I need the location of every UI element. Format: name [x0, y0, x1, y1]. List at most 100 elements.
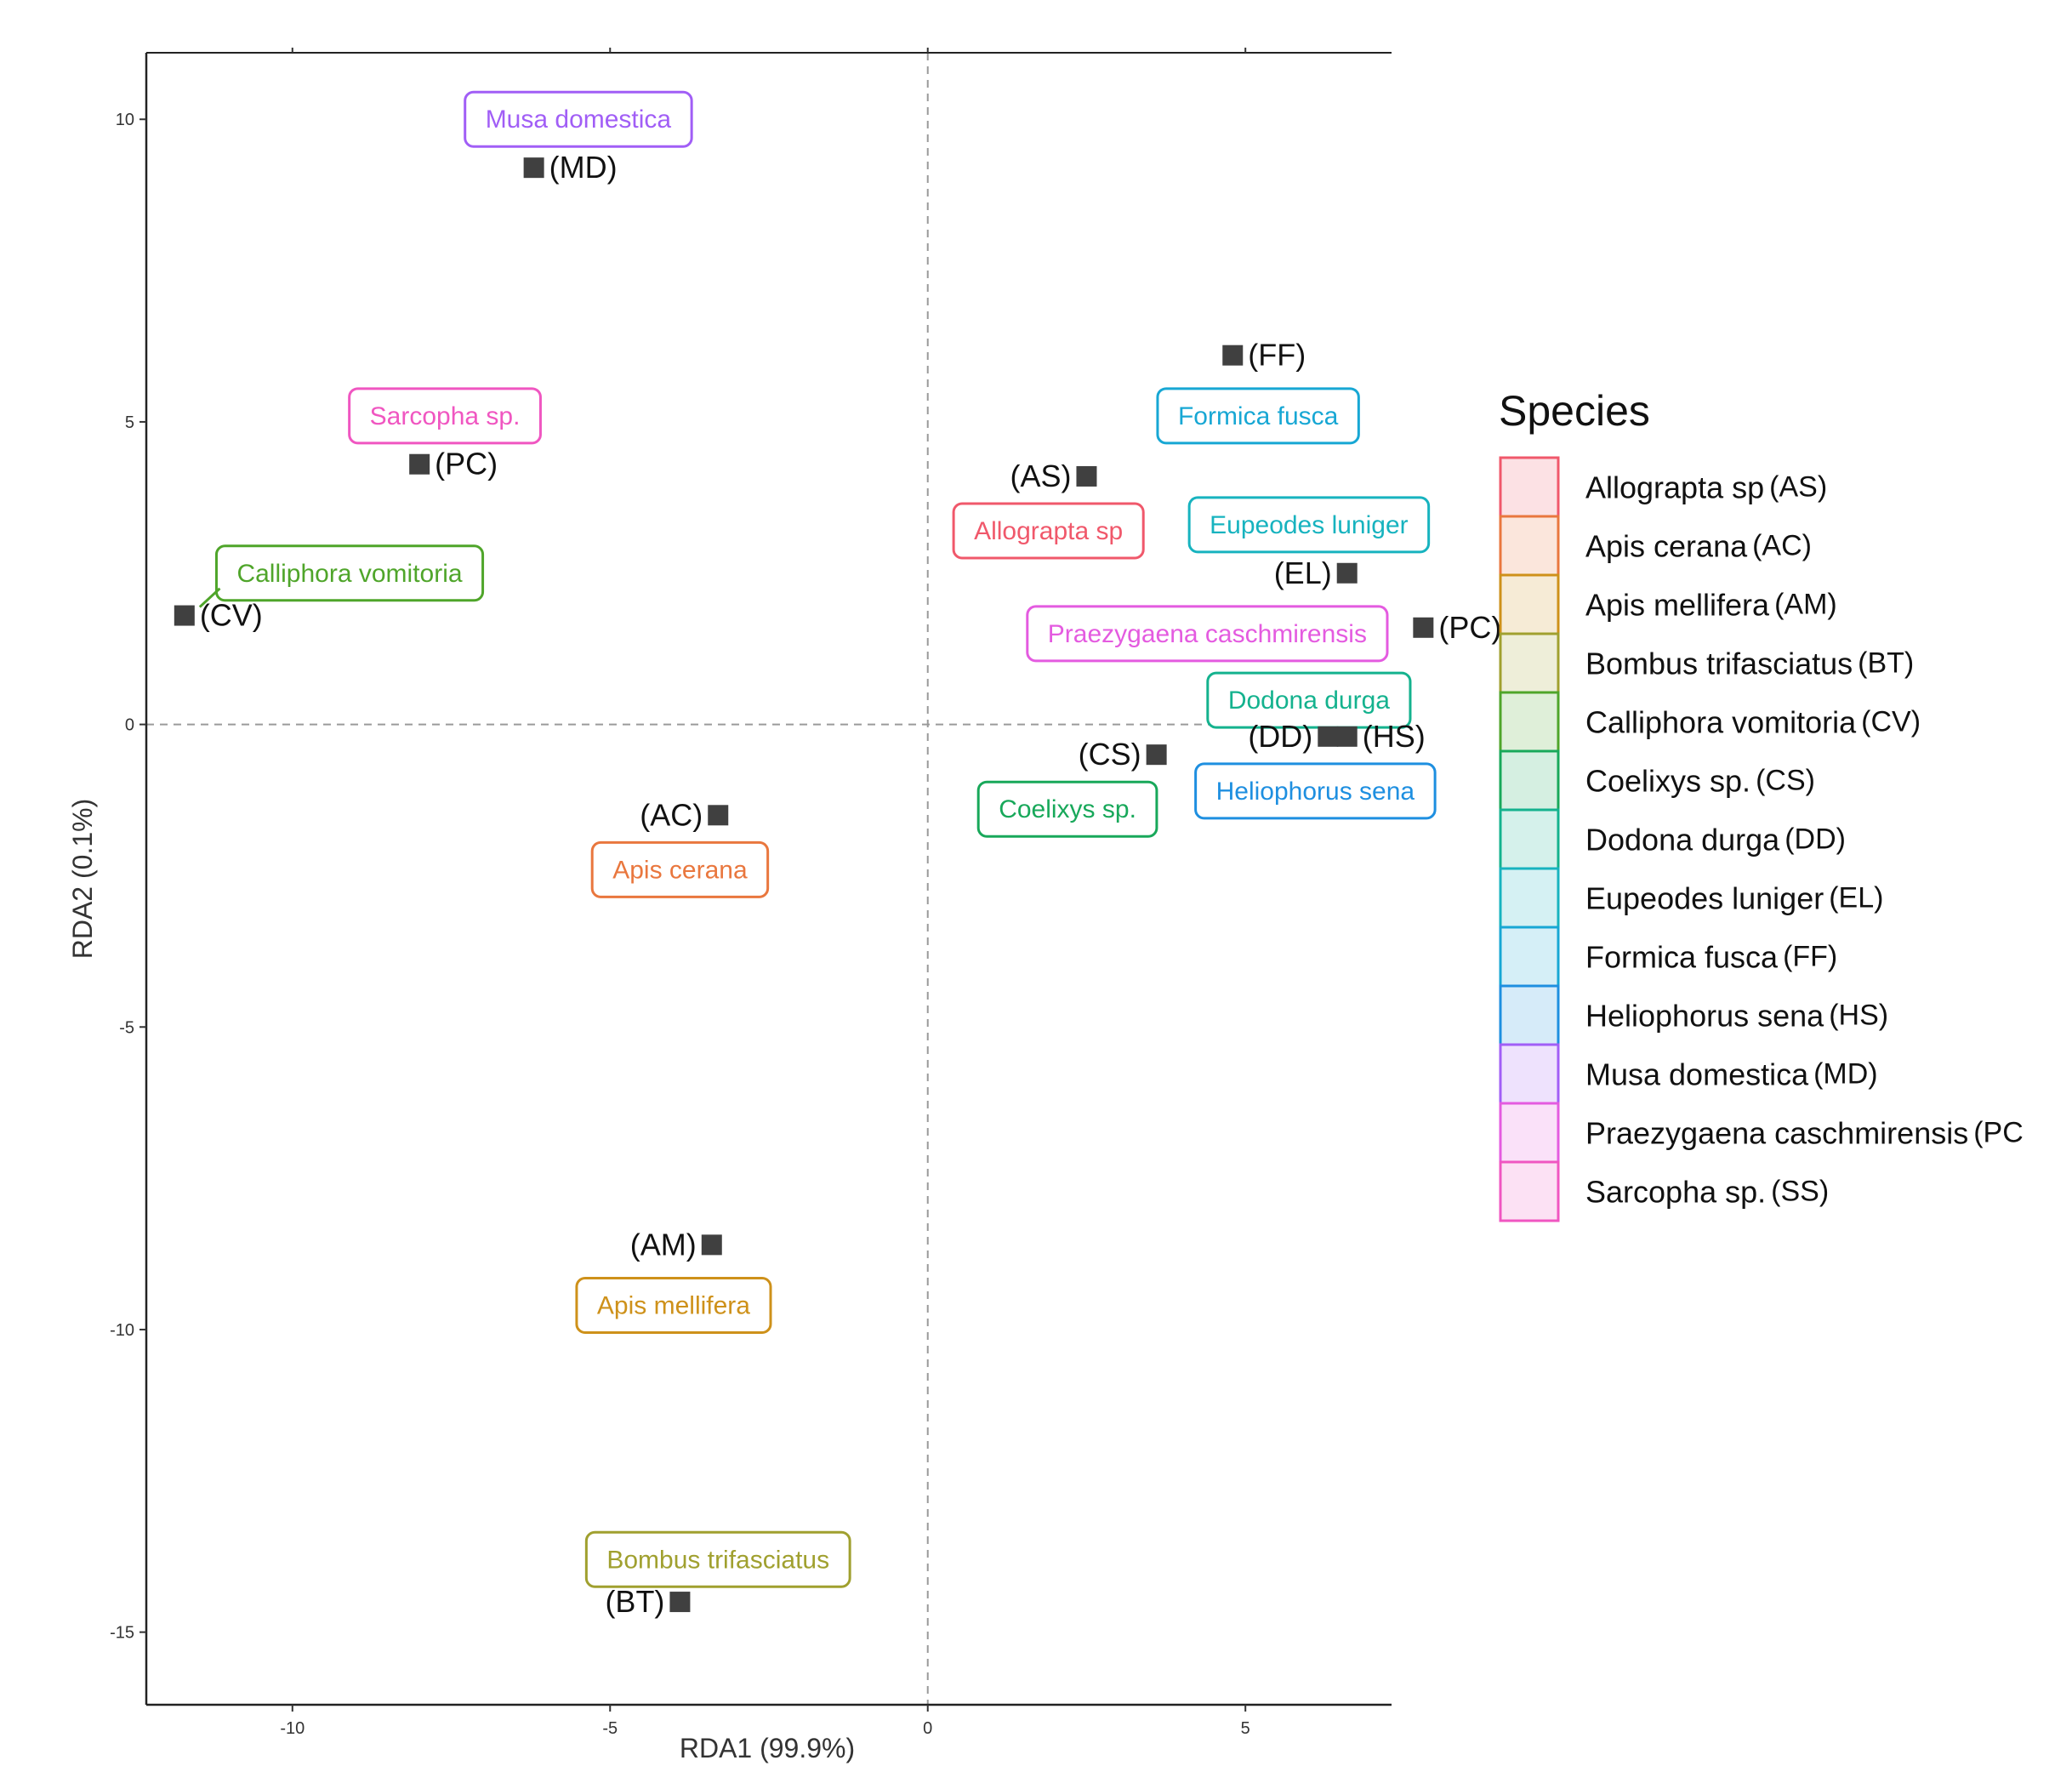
data-point-abbr: (AM): [630, 1227, 697, 1262]
data-point-abbr: (DD): [1248, 719, 1312, 754]
legend-entry-name: Musa domestica: [1585, 1057, 1809, 1092]
legend-key: [1499, 632, 1560, 694]
legend-entry-name: Eupeodes luniger: [1585, 881, 1824, 916]
data-point-marker: [1413, 617, 1434, 638]
data-point-abbr: (HS): [1363, 719, 1426, 754]
species-label-box: [575, 1277, 772, 1335]
legend-entry-abbr: (AM): [1774, 589, 1837, 621]
species-label-text: Sarcopha sp.: [370, 402, 521, 430]
species-label-box: [1156, 387, 1360, 445]
x-tick-label: -10: [280, 1719, 305, 1738]
legend-entry-abbr: (CS): [1756, 765, 1815, 797]
legend-key: [1499, 867, 1560, 929]
data-point-marker: [708, 805, 729, 826]
legend-entry-abbr: (DD): [1785, 823, 1846, 856]
data-point-abbr: (PC): [435, 447, 498, 481]
legend-entry-abbr: (SS): [1771, 1176, 1829, 1208]
legend-entry-abbr: (PC: [1973, 1117, 2024, 1149]
data-point-marker: [1076, 465, 1097, 487]
data-point-abbr: (AC): [640, 797, 703, 832]
species-label-box: [976, 780, 1158, 838]
legend-entry-name: Bombus trifasciatus: [1585, 647, 1853, 681]
legend-entry-abbr: (MD): [1813, 1058, 1878, 1091]
species-label-box: [1194, 762, 1437, 820]
data-point-abbr: (FF): [1248, 338, 1306, 373]
species-label-text: Bombus trifasciatus: [606, 1546, 829, 1574]
legend-entry-abbr: (AC): [1752, 530, 1812, 562]
legend-entry-name: Apis cerana: [1585, 529, 1748, 564]
data-point-marker: [1318, 726, 1339, 747]
data-point-marker: [669, 1592, 691, 1613]
data-point-abbr: (AS): [1010, 459, 1071, 493]
data-point-abbr: (MD): [549, 150, 618, 185]
legend-key: [1499, 926, 1560, 988]
legend-title: Species: [1499, 387, 1650, 435]
species-label-text: Formica fusca: [1178, 402, 1339, 430]
species-label-box: [952, 502, 1145, 560]
data-point-marker: [409, 453, 430, 475]
legend-entry-name: Formica fusca: [1585, 940, 1779, 975]
y-tick-label: 10: [116, 111, 134, 129]
legend-entry-abbr: (EL): [1829, 882, 1883, 914]
data-point-abbr: (CV): [200, 598, 263, 633]
species-label-box: [1026, 605, 1389, 663]
legend-key: [1499, 1043, 1560, 1105]
y-tick-label: 5: [125, 413, 134, 432]
data-point-abbr: (BT): [605, 1584, 664, 1619]
data-point-marker: [1336, 562, 1358, 584]
species-label-text: Coelixys sp.: [999, 795, 1136, 823]
legend: Species Allograpta sp (AS) Apis cerana (AC) A…: [1499, 387, 2024, 1222]
legend-entry-abbr: (FF): [1783, 941, 1837, 973]
species-label-text: Apis mellifera: [597, 1292, 750, 1320]
y-tick-label: 0: [125, 716, 134, 735]
label-connector: [198, 587, 221, 608]
legend-entry-name: Apis mellifera: [1585, 588, 1770, 623]
x-tick-label: 0: [923, 1719, 932, 1738]
y-tick-label: -10: [110, 1321, 134, 1340]
species-label-box: [1187, 496, 1431, 554]
data-point-marker: [174, 605, 195, 626]
legend-key: [1499, 515, 1560, 577]
legend-entry-name: Coelixys sp.: [1585, 764, 1750, 799]
legend-entry-abbr: (HS): [1829, 1000, 1888, 1032]
data-point-marker: [523, 157, 544, 179]
y-tick-label: -5: [119, 1018, 134, 1037]
species-label-text: Musa domestica: [486, 105, 672, 134]
legend-entry-name: Calliphora vomitoria: [1585, 705, 1857, 740]
species-label-text: Praezygaena caschmirensis: [1048, 620, 1367, 648]
plot-area: -10 -5 0 5 10 5 0 -5 -10 -15 RDA1 (99.9%) RDA2 (0.1…: [67, 48, 1501, 1763]
species-label-box: [584, 1530, 851, 1588]
legend-entry-name: Praezygaena caschmirensis: [1585, 1116, 1968, 1151]
data-point-marker: [701, 1234, 722, 1256]
legend-key: [1499, 456, 1560, 518]
species-label-text: Apis cerana: [612, 856, 748, 884]
species-label-box: [590, 840, 770, 898]
legend-entry-abbr: (AS): [1769, 471, 1827, 504]
data-point-marker: [1336, 726, 1358, 747]
legend-entry-name: Dodona durga: [1585, 823, 1780, 857]
legend-key: [1499, 1160, 1560, 1222]
species-label-box: [348, 387, 542, 445]
x-tick-label: 5: [1241, 1719, 1250, 1738]
legend-entry-name: Heliophorus sena: [1585, 999, 1824, 1034]
species-label-text: Calliphora vomitoria: [236, 560, 462, 588]
species-label-box: [214, 544, 485, 602]
legend-key: [1499, 808, 1560, 870]
data-point-abbr: (EL): [1274, 555, 1332, 590]
legend-key: [1499, 984, 1560, 1046]
data-point-abbr: (PC): [1438, 610, 1501, 645]
legend-entry-name: Allograpta sp: [1585, 470, 1764, 505]
species-label-box: [1206, 671, 1412, 729]
species-label-box: [464, 90, 693, 148]
species-label-text: Eupeodes luniger: [1210, 511, 1409, 539]
species-label-text: Allograpta sp: [974, 517, 1123, 545]
legend-entry-abbr: (CV): [1861, 706, 1921, 738]
legend-key: [1499, 573, 1560, 635]
data-point-marker: [1146, 744, 1167, 766]
y-tick-label: -15: [110, 1624, 134, 1643]
legend-key: [1499, 1102, 1560, 1164]
legend-key: [1499, 691, 1560, 753]
x-axis-title: RDA1 (99.9%): [680, 1733, 855, 1763]
